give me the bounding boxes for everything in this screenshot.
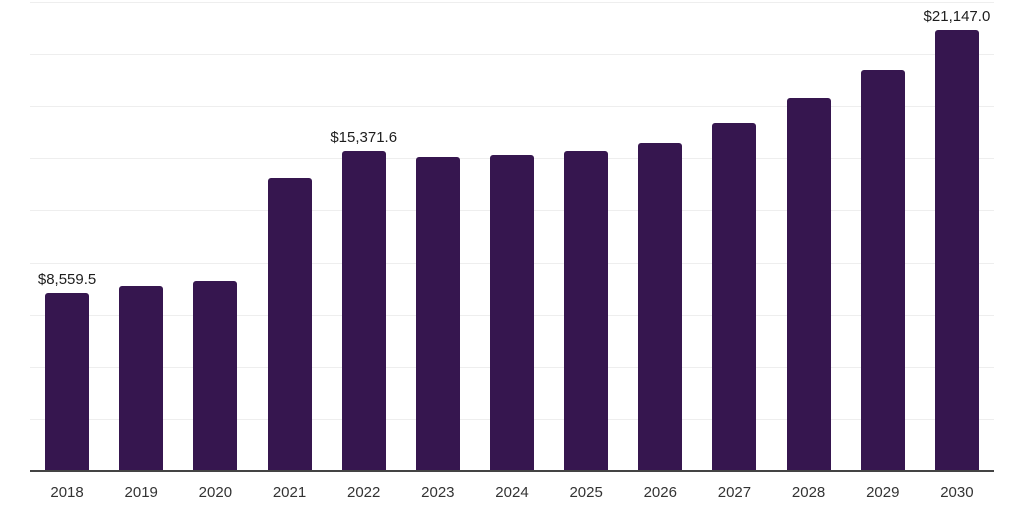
x-tick-label-2027: 2027	[717, 484, 752, 501]
bar-2021[interactable]	[267, 177, 312, 471]
x-tick-label-2025: 2025	[569, 484, 603, 501]
bar-2022[interactable]	[341, 150, 386, 471]
gridline-17500	[30, 106, 994, 108]
gridline-22500	[30, 2, 994, 3]
bar-2029[interactable]	[860, 70, 905, 471]
bar-2025[interactable]	[564, 150, 609, 471]
x-tick-label-2022: 2022	[346, 484, 381, 501]
x-tick-label-2029: 2029	[866, 484, 900, 501]
x-tick-label-2026: 2026	[643, 484, 677, 501]
gridline-20000	[30, 54, 994, 56]
x-tick-label-2020: 2020	[198, 484, 233, 501]
bar-2020[interactable]	[193, 280, 238, 471]
x-tick-label-2021: 2021	[272, 484, 307, 501]
bar-2027[interactable]	[712, 122, 757, 471]
bar-2030[interactable]	[934, 30, 979, 471]
x-tick-label-2018: 2018	[50, 484, 84, 501]
bar-2018[interactable]	[45, 292, 90, 471]
bar-2019[interactable]	[119, 285, 164, 471]
bar-2023[interactable]	[415, 156, 460, 471]
x-tick-label-2030: 2030	[940, 484, 974, 501]
bar-2028[interactable]	[786, 97, 831, 471]
data-label-2030: $21,147.0	[923, 8, 991, 26]
bar-2026[interactable]	[638, 143, 683, 471]
data-label-2022: $15,371.6	[330, 128, 398, 146]
data-label-2018: $8,559.5	[37, 270, 97, 288]
x-axis-line	[30, 470, 994, 472]
x-tick-label-2028: 2028	[791, 484, 826, 501]
x-tick-label-2019: 2019	[124, 484, 158, 501]
x-tick-label-2023: 2023	[421, 484, 455, 501]
x-tick-label-2024: 2024	[495, 484, 529, 501]
bar-2024[interactable]	[490, 154, 534, 471]
